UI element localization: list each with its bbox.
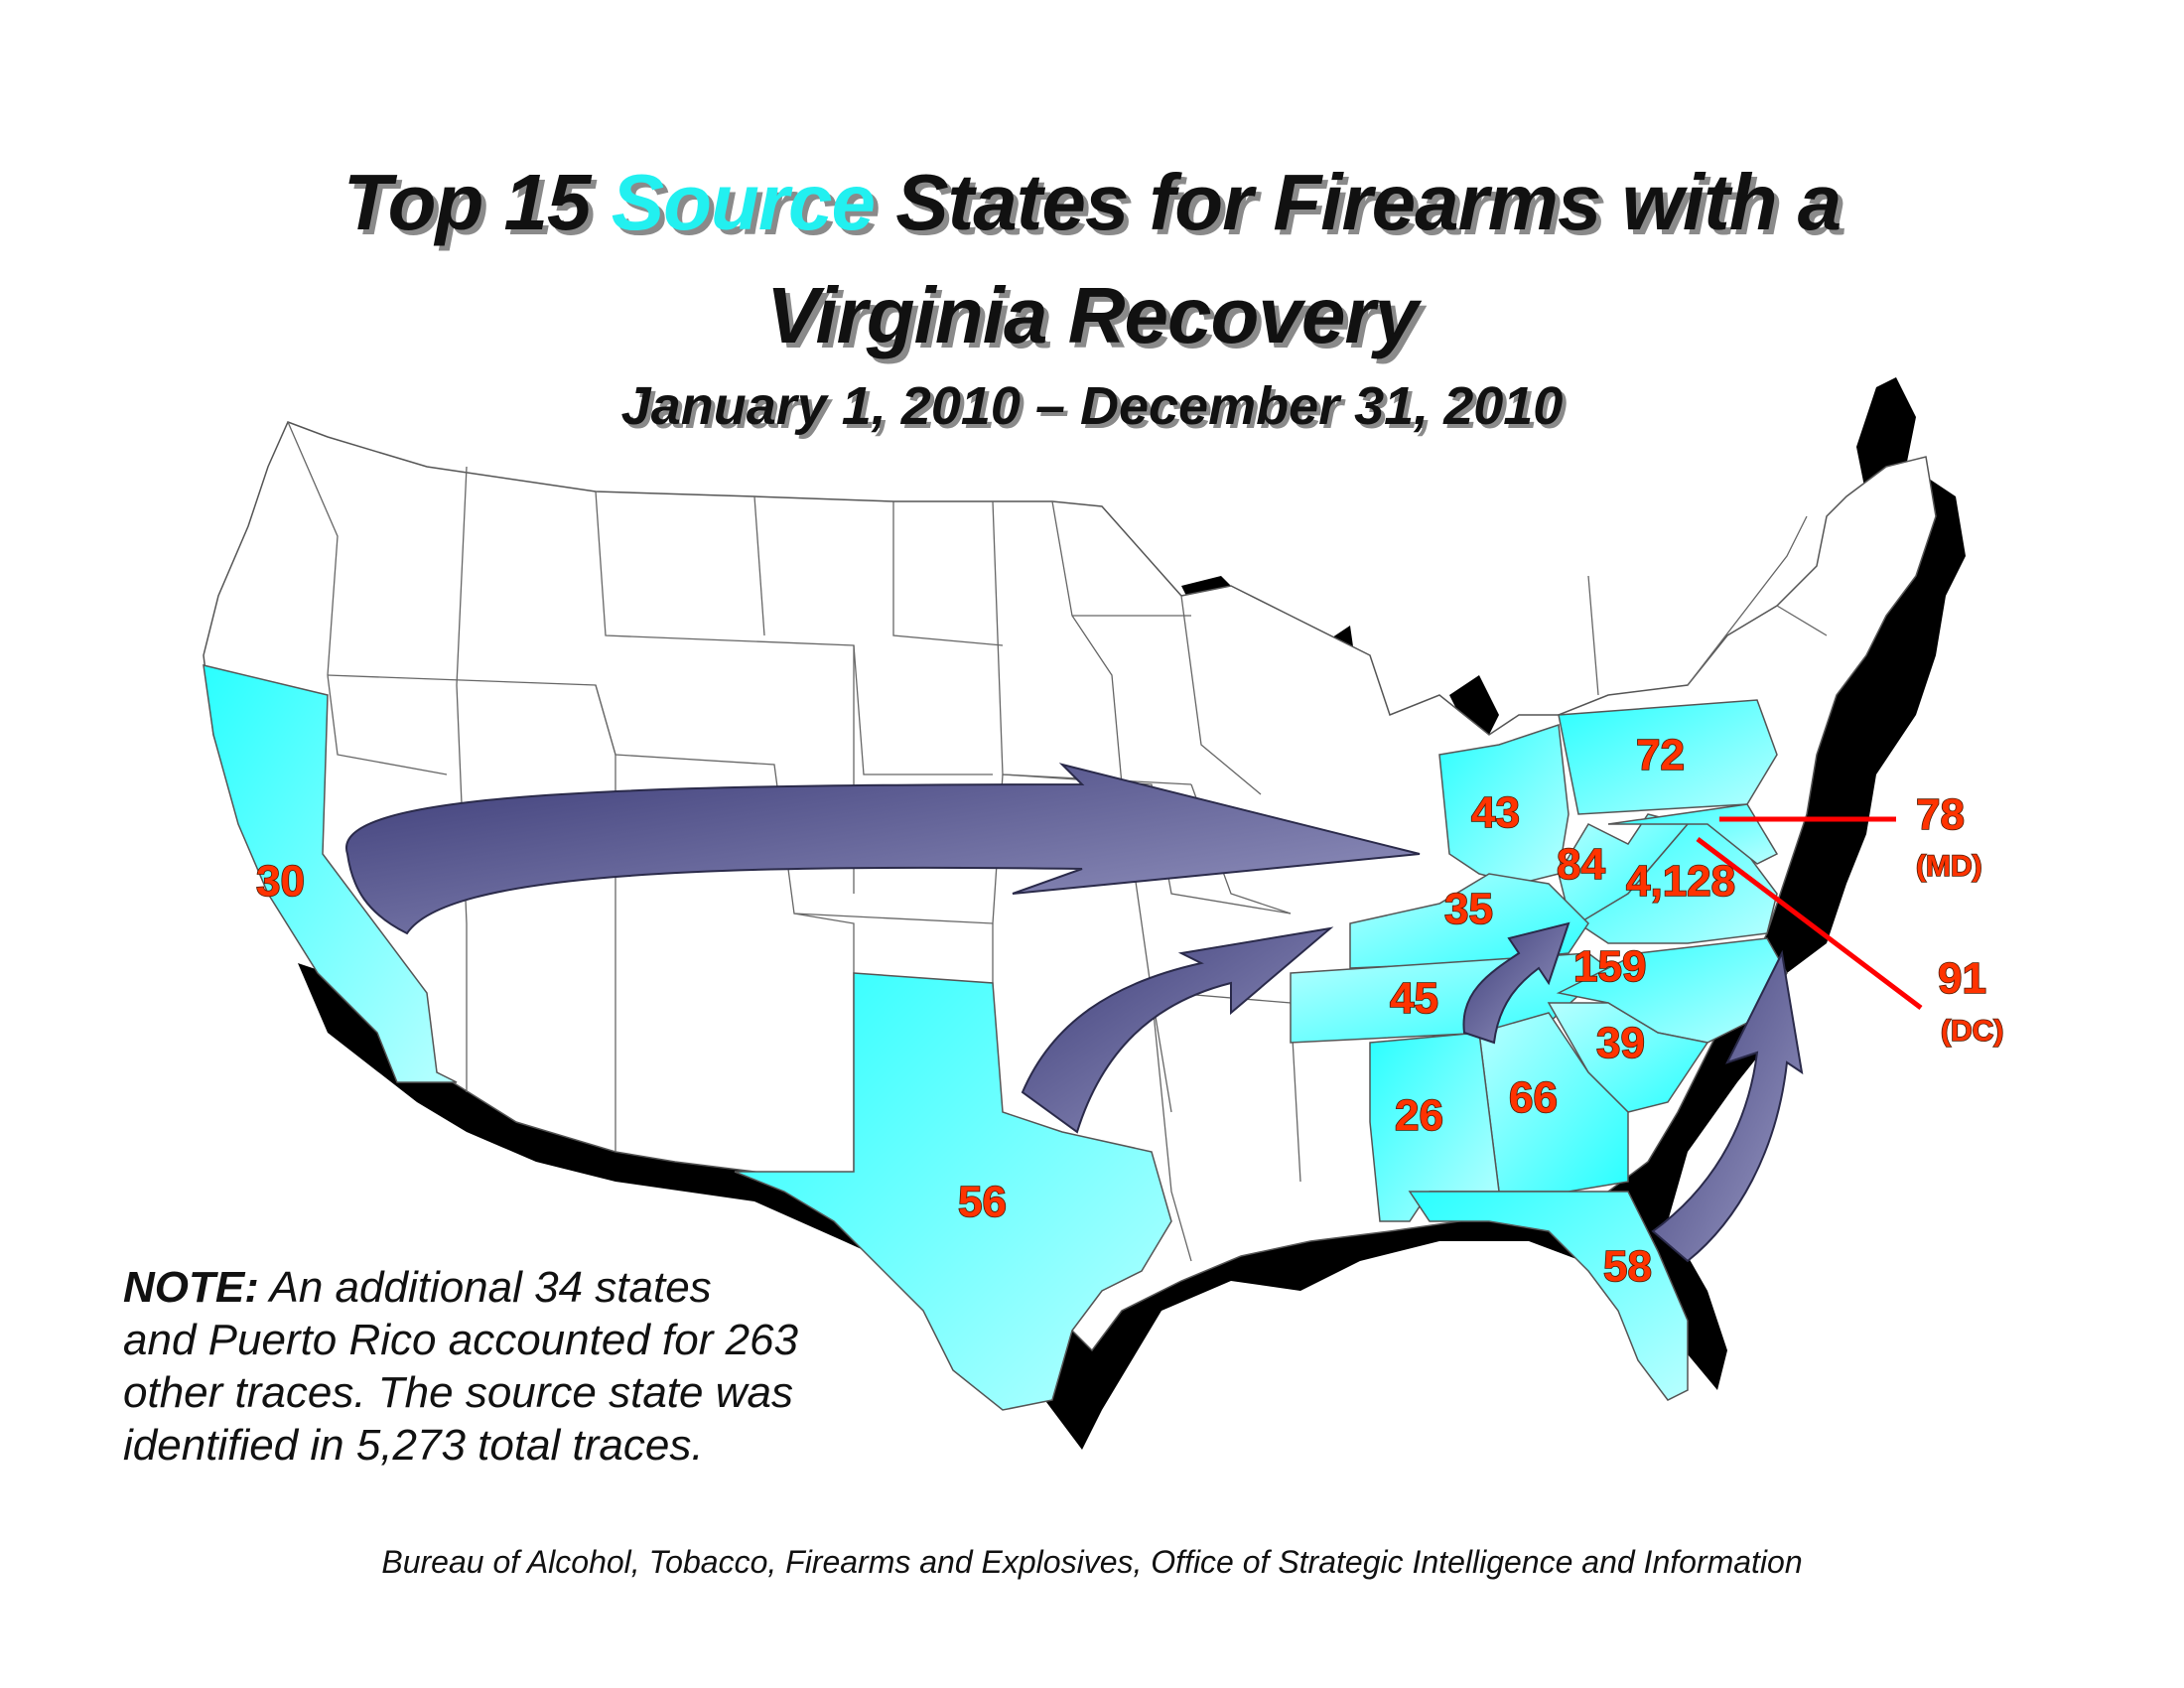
title-line-1: Top 15 Source States for Firearms with a <box>0 157 2184 248</box>
label-dc-abbr: (DC) <box>1941 1015 2003 1048</box>
note-line-3: other traces. The source state was <box>123 1368 793 1417</box>
label-tennessee: 45 <box>1390 974 1438 1023</box>
arrow-from-texas <box>1021 926 1334 1134</box>
note-line-2: and Puerto Rico accounted for 263 <box>123 1316 799 1364</box>
label-virginia: 4,128 <box>1626 857 1735 906</box>
label-west-virginia: 84 <box>1557 840 1605 889</box>
state-california <box>203 664 458 1083</box>
arrow-from-georgia <box>1462 921 1570 1045</box>
label-pennsylvania: 72 <box>1636 731 1685 779</box>
label-ohio: 43 <box>1471 788 1520 837</box>
note-label: NOTE: <box>123 1263 259 1312</box>
callout-lines <box>1696 816 1923 1010</box>
note-text: NOTE: An additional 34 states and Puerto … <box>123 1261 878 1472</box>
label-kentucky: 35 <box>1444 885 1493 933</box>
label-dc-count: 91 <box>1938 954 1986 1003</box>
label-georgia: 66 <box>1509 1073 1558 1122</box>
title-pre: Top 15 <box>342 158 612 246</box>
arrow-from-florida <box>1651 949 1804 1263</box>
note-line-4: identified in 5,273 total traces. <box>123 1421 704 1470</box>
leader-line-dc <box>1696 837 1923 1010</box>
state-labels: 30 56 43 72 84 4,128 35 45 159 39 66 26 … <box>255 730 2004 1292</box>
label-alabama: 26 <box>1395 1091 1443 1140</box>
title-line-2: Virginia Recovery <box>766 271 1419 359</box>
label-california: 30 <box>256 857 305 906</box>
title-highlight-source: Source <box>611 158 876 246</box>
label-md-count: 78 <box>1916 790 1965 839</box>
title-post: States for Firearms with a <box>874 158 1842 246</box>
label-north-carolina: 159 <box>1573 942 1646 991</box>
label-md-abbr: (MD) <box>1916 850 1982 883</box>
source-citation: Bureau of Alcohol, Tobacco, Firearms and… <box>381 1544 1803 1580</box>
state-pennsylvania <box>1558 699 1778 815</box>
label-south-carolina: 39 <box>1596 1019 1645 1067</box>
date-range-subtitle: January 1, 2010 – December 31, 2010 <box>620 376 1564 436</box>
state-virginia <box>1576 813 1778 944</box>
highlighted-states <box>203 664 1788 1411</box>
note-line-1: An additional 34 states <box>258 1263 712 1312</box>
state-florida <box>1408 1191 1689 1401</box>
label-texas: 56 <box>958 1178 1007 1226</box>
label-florida: 58 <box>1603 1242 1652 1291</box>
state-texas <box>734 972 1172 1411</box>
flow-arrows <box>344 763 1804 1263</box>
arrow-from-california <box>344 763 1421 935</box>
